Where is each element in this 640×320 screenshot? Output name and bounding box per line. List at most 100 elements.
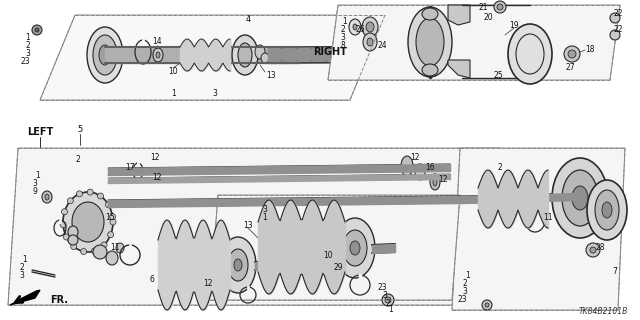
Ellipse shape xyxy=(552,158,608,238)
Ellipse shape xyxy=(485,303,489,307)
Text: 28: 28 xyxy=(595,244,605,252)
Text: 2: 2 xyxy=(76,156,81,164)
Polygon shape xyxy=(8,148,500,305)
Ellipse shape xyxy=(87,189,93,195)
Ellipse shape xyxy=(595,190,619,230)
Ellipse shape xyxy=(572,186,588,210)
Text: 8: 8 xyxy=(340,42,346,51)
Polygon shape xyxy=(10,290,40,305)
Text: 1: 1 xyxy=(36,171,40,180)
Ellipse shape xyxy=(76,191,83,197)
Text: 3: 3 xyxy=(20,271,24,281)
Ellipse shape xyxy=(415,164,425,180)
Ellipse shape xyxy=(97,193,104,199)
Text: 29: 29 xyxy=(333,263,343,273)
Ellipse shape xyxy=(362,17,378,37)
Text: 1: 1 xyxy=(466,270,470,279)
Text: 1: 1 xyxy=(262,213,268,222)
Ellipse shape xyxy=(99,45,111,65)
Text: 12: 12 xyxy=(150,154,160,163)
Ellipse shape xyxy=(72,202,104,242)
Text: 27: 27 xyxy=(565,63,575,73)
Polygon shape xyxy=(448,5,470,25)
Ellipse shape xyxy=(63,192,113,252)
Ellipse shape xyxy=(255,45,265,59)
Polygon shape xyxy=(448,60,470,78)
Text: 16: 16 xyxy=(425,164,435,172)
Text: 2: 2 xyxy=(340,26,346,35)
Text: 24: 24 xyxy=(377,41,387,50)
Ellipse shape xyxy=(70,244,77,250)
Ellipse shape xyxy=(343,230,367,266)
Text: 14: 14 xyxy=(152,37,162,46)
Ellipse shape xyxy=(93,35,117,75)
Ellipse shape xyxy=(156,52,160,58)
Ellipse shape xyxy=(568,50,576,58)
Text: 17: 17 xyxy=(125,164,135,172)
Ellipse shape xyxy=(232,35,258,75)
Text: 13: 13 xyxy=(266,70,276,79)
Ellipse shape xyxy=(335,218,375,278)
Ellipse shape xyxy=(35,28,39,32)
Text: 12: 12 xyxy=(438,175,448,185)
Ellipse shape xyxy=(238,43,252,67)
Ellipse shape xyxy=(87,27,123,83)
Ellipse shape xyxy=(350,241,360,255)
Ellipse shape xyxy=(101,242,107,248)
Text: 1: 1 xyxy=(172,89,177,98)
Ellipse shape xyxy=(430,174,440,190)
Text: 2: 2 xyxy=(26,42,30,51)
Ellipse shape xyxy=(353,24,357,30)
Ellipse shape xyxy=(45,194,49,200)
Text: 2: 2 xyxy=(386,299,390,308)
Text: 9: 9 xyxy=(33,187,37,196)
Text: 5: 5 xyxy=(77,125,83,134)
Text: 3: 3 xyxy=(26,50,31,59)
Polygon shape xyxy=(452,148,625,310)
Text: 2: 2 xyxy=(498,164,502,172)
Ellipse shape xyxy=(610,30,620,40)
Ellipse shape xyxy=(363,33,377,51)
Text: 3: 3 xyxy=(212,89,218,98)
Polygon shape xyxy=(328,5,620,80)
Text: 21: 21 xyxy=(478,4,488,12)
Ellipse shape xyxy=(562,170,598,226)
Text: 12: 12 xyxy=(152,173,162,182)
Ellipse shape xyxy=(610,13,620,23)
Ellipse shape xyxy=(116,243,124,253)
Ellipse shape xyxy=(408,7,452,77)
Ellipse shape xyxy=(220,237,256,293)
Ellipse shape xyxy=(590,247,596,253)
Ellipse shape xyxy=(67,198,74,204)
Ellipse shape xyxy=(261,53,269,63)
Ellipse shape xyxy=(68,226,78,238)
Text: 6: 6 xyxy=(150,276,154,284)
Ellipse shape xyxy=(349,19,361,35)
Text: 25: 25 xyxy=(493,70,503,79)
Text: 23: 23 xyxy=(20,58,30,67)
Ellipse shape xyxy=(367,38,373,46)
Ellipse shape xyxy=(564,46,580,62)
Text: 12: 12 xyxy=(410,154,420,163)
Text: 1: 1 xyxy=(342,18,348,27)
Text: 23: 23 xyxy=(377,284,387,292)
Ellipse shape xyxy=(602,202,612,218)
Polygon shape xyxy=(40,15,385,100)
Text: 20: 20 xyxy=(483,13,493,22)
Ellipse shape xyxy=(106,202,111,208)
Text: FR.: FR. xyxy=(50,295,68,305)
Ellipse shape xyxy=(92,248,97,254)
Ellipse shape xyxy=(42,191,52,203)
Text: 3: 3 xyxy=(340,34,346,43)
Text: RIGHT: RIGHT xyxy=(313,47,347,57)
Ellipse shape xyxy=(109,214,116,220)
Ellipse shape xyxy=(422,8,438,20)
Ellipse shape xyxy=(68,235,78,245)
Ellipse shape xyxy=(61,209,67,215)
Text: 11: 11 xyxy=(543,213,553,222)
Ellipse shape xyxy=(93,245,107,259)
Ellipse shape xyxy=(81,249,86,254)
Text: 22: 22 xyxy=(613,10,623,19)
Text: 22: 22 xyxy=(613,26,623,35)
Ellipse shape xyxy=(63,234,69,240)
